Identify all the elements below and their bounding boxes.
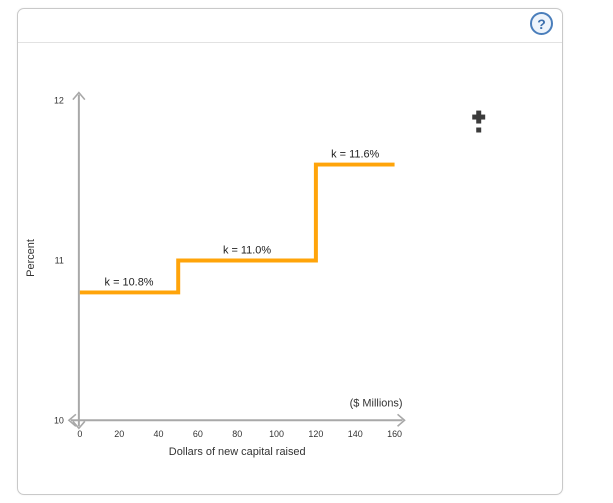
step-label: k = 11.6% <box>331 149 379 161</box>
step-line-group <box>79 162 395 295</box>
step-label: k = 11.0% <box>223 244 271 256</box>
step-label: k = 10.8% <box>105 276 154 288</box>
x-axis-unit-label: ($ Millions) <box>350 397 403 409</box>
help-button[interactable]: ? <box>530 12 553 35</box>
question-card: ? Percent ($ Millions) Dollars of new ca… <box>17 8 563 495</box>
x-tick-label: 100 <box>269 429 284 439</box>
y-tick-label: 10 <box>54 415 64 425</box>
x-axis-right-arrow-icon <box>397 413 406 427</box>
x-tick-label: 140 <box>348 429 363 439</box>
x-tick-label: 80 <box>232 429 242 439</box>
x-tick-label: 20 <box>114 429 124 439</box>
x-axis-left-arrow-icon <box>67 413 77 427</box>
x-tick-label: 120 <box>308 429 323 439</box>
x-tick-label: 0 <box>77 429 82 439</box>
x-tick-label: 160 <box>387 429 402 439</box>
y-axis-down-arrow-icon <box>72 420 86 430</box>
step-labels: k = 10.8% k = 11.0% k = 11.6% <box>105 149 380 289</box>
y-tick-label: 12 <box>54 96 64 106</box>
x-tick-label: 60 <box>193 429 203 439</box>
mcc-step-line <box>79 162 395 295</box>
x-tick-labels: 0 20 40 60 80 100 120 140 160 <box>77 429 402 439</box>
x-tick-label: 40 <box>154 429 164 439</box>
mcc-step-chart: Percent ($ Millions) Dollars of new capi… <box>25 91 486 458</box>
question-mark-icon: ? <box>537 16 546 32</box>
y-axis-title: Percent <box>25 239 37 277</box>
y-axis-up-arrow-icon <box>72 91 86 101</box>
x-axis-title: Dollars of new capital raised <box>169 446 306 458</box>
y-tick-label: 11 <box>55 255 64 265</box>
move-cursor-icon <box>472 110 486 133</box>
y-tick-labels: 10 11 12 <box>54 96 64 426</box>
card-header: ? <box>18 9 562 43</box>
